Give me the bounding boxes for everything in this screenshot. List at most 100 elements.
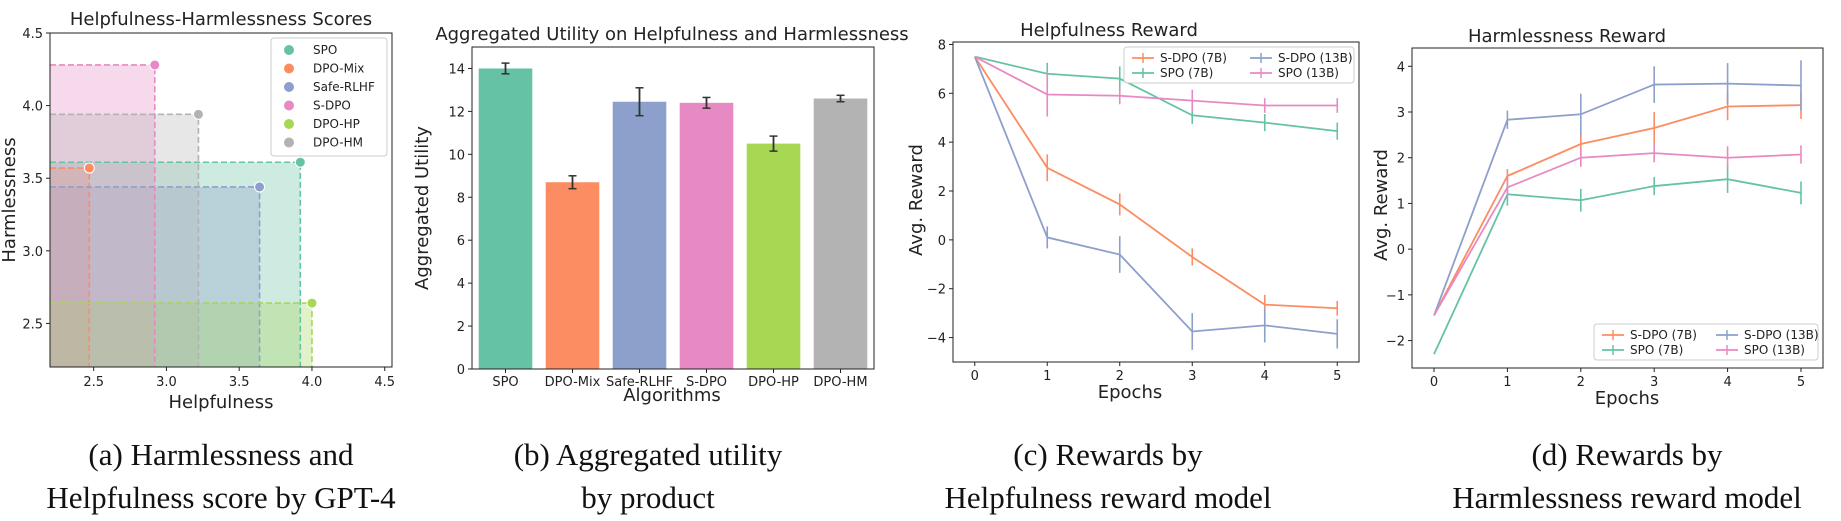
x-tick-label: 3.5 [229,375,250,390]
y-tick-label: 12 [448,105,465,120]
frame-b [471,46,875,370]
x-tick-label: 2.5 [83,375,104,390]
ticks-b: SPO DPO-Mix Safe-RLHF S-DPO DPO-HP DPO-HM 0 2 4 6… [448,62,867,390]
legend-box [1593,323,1819,361]
y-tick-label: 8 [457,191,465,206]
legend-marker-safe-rlhf [284,82,294,92]
legend-marker-dpo-mix [284,63,294,74]
y-tick-label: 2 [457,320,465,335]
ylabel-d: Avg. Reward [1371,149,1392,261]
legend-label-spo-13b-: SPO (13B) [1278,66,1339,80]
caption-b-line1: (b) Aggregated utility [514,437,783,472]
xlabel-a: Helpfulness [168,392,273,413]
x-tick-label-dpo-hp: DPO-HP [748,375,799,390]
legend-label-s-dpo: S-DPO [313,99,351,113]
caption-a-line2: Helpfulness score by GPT-4 [46,480,396,515]
xlabel-c: Epochs [1098,382,1163,403]
x-tick-label: 2 [1577,375,1585,390]
shaded-region-dpo-hp [50,303,312,367]
x-tick-label-spo: SPO [492,375,518,390]
y-tick-label: 2 [1397,152,1405,167]
legend-label-s-dpo-13b-: S-DPO (13B) [1278,51,1353,65]
y-tick-label: 8 [938,38,946,53]
x-tick-label: 4 [1261,369,1269,384]
ylabel-b: Aggregated Utility [412,126,433,290]
legend-c: S-DPO (7B)SPO (7B) S-DPO (13B)SPO (13B) [1123,46,1355,84]
y-tick-label: −1 [1386,289,1405,304]
frame-a [49,32,393,368]
bar-s-dpo [679,102,734,370]
data-point-dpo-hm [192,108,204,120]
panel-c: Helpfulness Reward Epochs Avg. Reward 0 1… [906,20,1360,515]
plot-a-area [50,59,318,368]
shaded-region-dpo-hm [50,114,199,367]
plot-c-area [973,55,1339,350]
caption-c-line1: (c) Rewards by [1013,437,1203,472]
title-c: Helpfulness Reward [1020,20,1198,41]
legend-label-spo-13b-: SPO (13B) [1744,343,1805,357]
legend-label-spo: SPO [313,43,337,57]
legend-label-dpo-mix: DPO-Mix [313,62,364,76]
legend-label-s-dpo-7b-: S-DPO (7B) [1160,51,1227,65]
legend-marker-spo [284,45,294,55]
y-tick-label: 3 [1397,106,1405,121]
y-tick-label: 10 [448,148,465,163]
title-d: Harmlessness Reward [1468,26,1666,47]
title-b: Aggregated Utility on Helpfulness and Ha… [435,24,908,45]
frame-d [1411,47,1824,369]
plot-b-area [478,62,868,370]
shaded-region-dpo-mix [50,168,90,367]
xlabel-b: Algorithms [623,385,721,406]
legend-marker-s-dpo [284,100,294,111]
caption-b-line2: by product [581,480,715,515]
legend-label-spo-7b-: SPO (7B) [1630,343,1683,357]
y-tick-label: 1 [1397,197,1405,212]
shaded-region-s-dpo [50,64,155,368]
legend-box [270,37,388,157]
shaded-region-spo [50,162,301,367]
data-point-spo [294,156,306,168]
caption-d-line2: Harmlessness reward model [1452,480,1802,515]
y-tick-label: −2 [1386,335,1405,350]
y-tick-label: 0 [938,234,946,249]
y-tick-label: 2.5 [22,317,43,332]
series-line-spo-13b- [974,55,1338,107]
y-tick-label: 6 [938,87,946,102]
y-tick-label: −4 [927,332,946,347]
caption-d-line1: (d) Rewards by [1531,437,1723,472]
x-tick-label: 0 [971,369,979,384]
x-tick-label: 4.0 [302,375,323,390]
data-point-dpo-hp [306,297,318,309]
y-tick-label: 0 [1397,243,1405,258]
bar-dpo-mix [545,182,600,369]
legend-a: SPO DPO-Mix Safe-RLHF S-DPO DPO-HP DPO-HM [270,37,388,157]
x-tick-label: 1 [1043,369,1051,384]
legend-label-spo-7b-: SPO (7B) [1160,66,1213,80]
dashed-guide-spo [50,161,302,367]
series-line-spo-13b- [1433,152,1802,316]
x-tick-label-dpo-mix: DPO-Mix [545,375,601,390]
series-line-spo-7b- [1433,178,1802,355]
y-tick-label: 0 [457,363,465,378]
y-tick-label: 2 [938,185,946,200]
y-tick-label: 3.0 [22,245,43,260]
ticks-c: 0 1 2 3 4 5 −4 −2 0 2 4 6 8 [927,38,1342,384]
y-tick-label: 4 [938,136,946,151]
legend-marker-dpo-hm [284,137,294,148]
x-tick-label: 5 [1333,369,1341,384]
legend-label-s-dpo-7b-: S-DPO (7B) [1630,328,1697,342]
caption-a-line1: (a) Harmlessness and [88,437,354,472]
legend-label-safe-rlhf: Safe-RLHF [313,80,375,94]
frame-c [952,41,1360,363]
x-tick-label: 2 [1116,369,1124,384]
bar-safe-rlhf [612,101,667,370]
title-a: Helpfulness-Harmlessness Scores [70,9,372,30]
series-line-s-dpo-7b- [1433,104,1801,316]
series-line-spo-7b- [974,55,1338,133]
xlabel-d: Epochs [1595,388,1660,409]
data-point-dpo-mix [83,162,95,174]
x-tick-label: 1 [1503,375,1511,390]
series-line-s-dpo-13b- [1433,82,1802,316]
panel-d: Harmlessness Reward Epochs Avg. Reward 0… [1371,26,1824,515]
